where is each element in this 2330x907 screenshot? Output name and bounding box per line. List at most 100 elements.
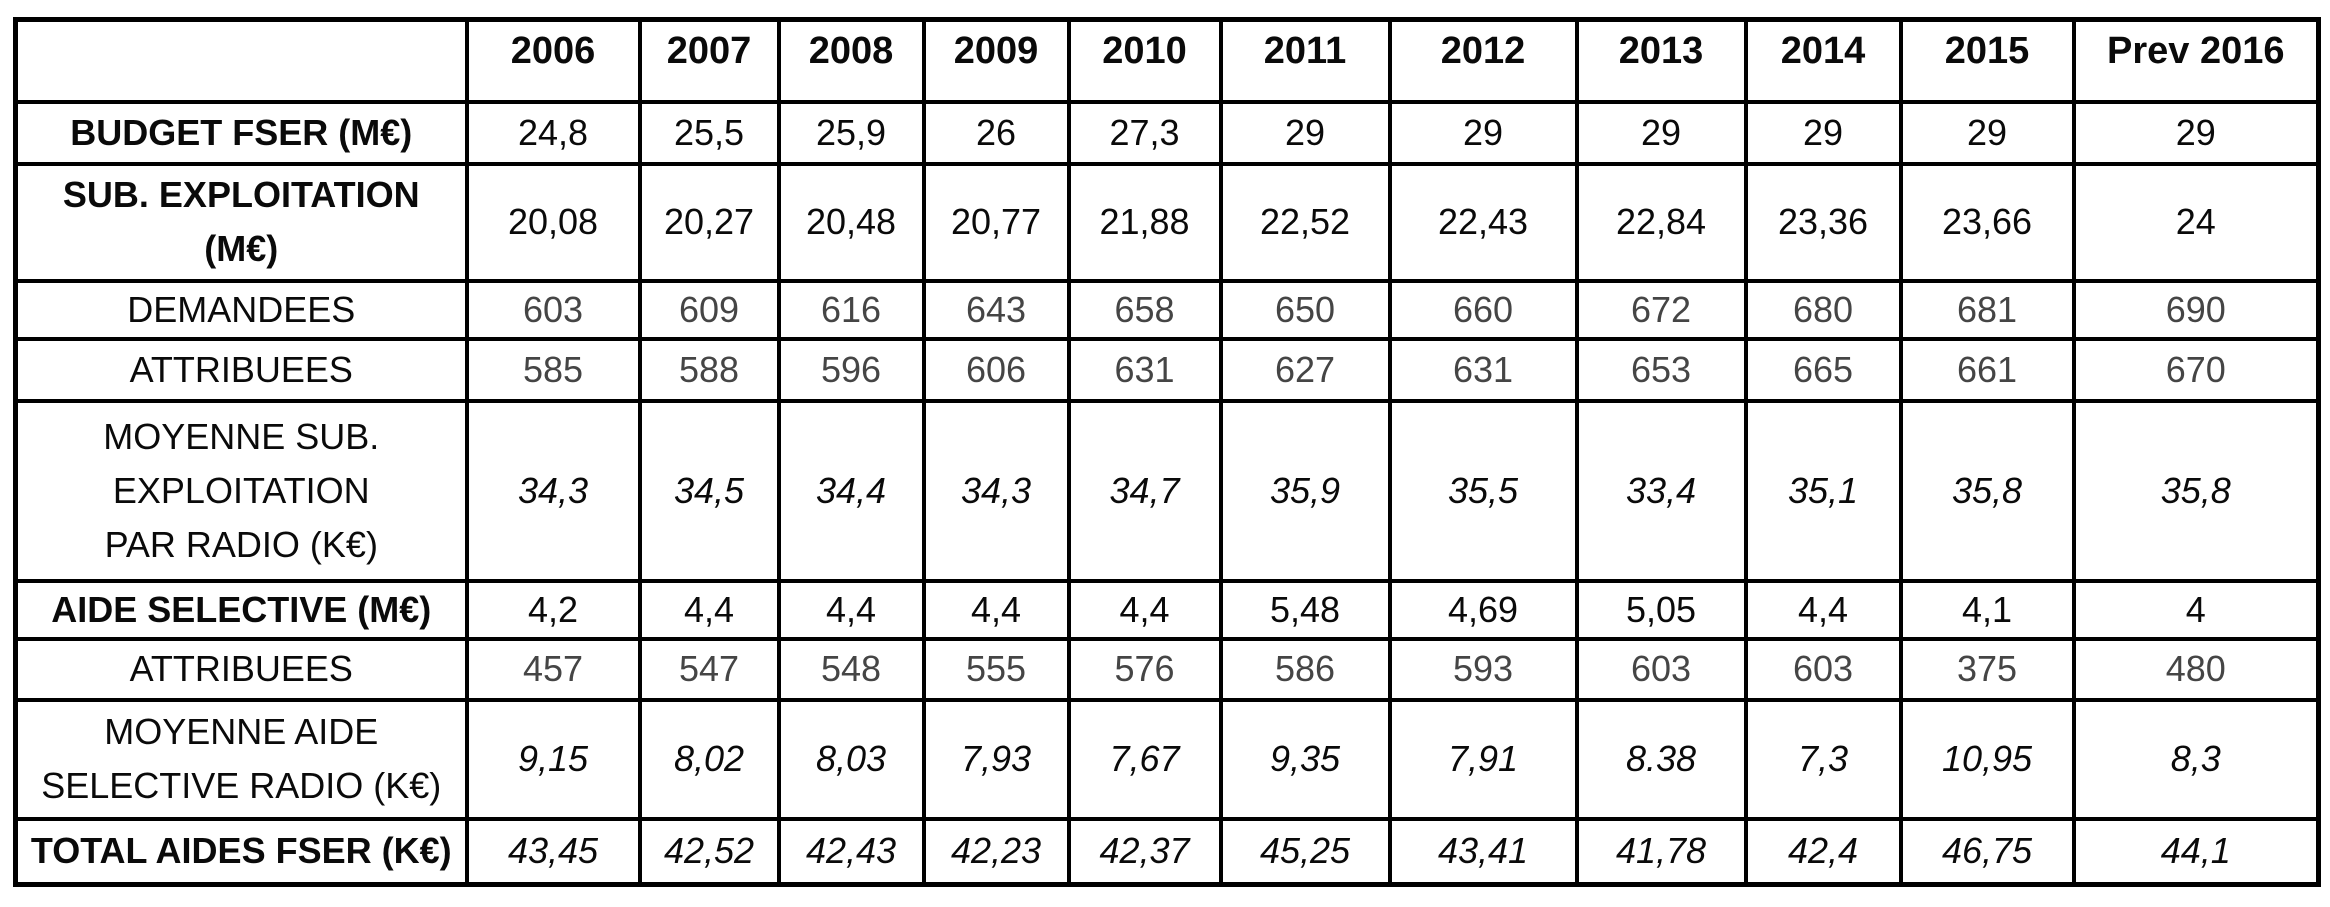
row-label-line: TOTAL AIDES FSER (K€)	[30, 830, 452, 872]
table-head: 2006 2007 2008 2009 2010 2011 2012 2013 2014 2015…	[13, 17, 2321, 104]
table-row: SUB. EXPLOITATION (M€) 20,08 20,27 20,48 20,7…	[13, 161, 2321, 283]
row-label: SUB. EXPLOITATION (M€)	[13, 161, 469, 283]
value-cell: 596	[776, 336, 926, 403]
fser-aid-table: 2006 2007 2008 2009 2010 2011 2012 2013 2014 2015…	[13, 17, 2321, 887]
year-column-header: 2015	[1898, 17, 2076, 104]
value-cell: 33,4	[1574, 398, 1748, 583]
corner-cell	[13, 17, 469, 104]
value-cell: 35,9	[1218, 398, 1392, 583]
value-cell: 4	[2071, 578, 2321, 641]
value-cell: 25,5	[637, 99, 781, 166]
value-cell: 21,88	[1066, 161, 1223, 283]
row-label: DEMANDEES	[13, 278, 469, 341]
value-cell: 22,84	[1574, 161, 1748, 283]
value-cell: 7,91	[1387, 697, 1579, 821]
value-cell: 8,03	[776, 697, 926, 821]
value-cell: 43,45	[464, 816, 642, 887]
value-cell: 24,8	[464, 99, 642, 166]
value-cell: 548	[776, 636, 926, 702]
value-cell: 42,43	[776, 816, 926, 887]
value-cell: 46,75	[1898, 816, 2076, 887]
value-cell: 4,4	[1066, 578, 1223, 641]
row-label: AIDE SELECTIVE (M€)	[13, 578, 469, 641]
table-row: TOTAL AIDES FSER (K€) 43,45 42,52 42,43 42,2…	[13, 816, 2321, 887]
table-row: DEMANDEES 603 609 616 643 658 650 660 672 680 681 6…	[13, 278, 2321, 341]
value-cell: 10,95	[1898, 697, 2076, 821]
value-cell: 22,43	[1387, 161, 1579, 283]
value-cell: 29	[1387, 99, 1579, 166]
value-cell: 8,3	[2071, 697, 2321, 821]
value-cell: 7,93	[921, 697, 1071, 821]
row-label-line: DEMANDEES	[127, 288, 356, 330]
value-cell: 35,8	[1898, 398, 2076, 583]
value-cell: 658	[1066, 278, 1223, 341]
row-label-line: ATTRIBUEES	[129, 348, 353, 390]
value-cell: 5,48	[1218, 578, 1392, 641]
value-cell: 631	[1387, 336, 1579, 403]
value-cell: 34,3	[921, 398, 1071, 583]
value-cell: 665	[1743, 336, 1903, 403]
year-column-header: 2014	[1743, 17, 1903, 104]
value-cell: 588	[637, 336, 781, 403]
row-label: BUDGET FSER (M€)	[13, 99, 469, 166]
row-label: MOYENNE AIDE SELECTIVE RADIO (K€)	[13, 697, 469, 821]
row-label-line: MOYENNE AIDE	[104, 711, 379, 752]
value-cell: 23,66	[1898, 161, 2076, 283]
row-label: ATTRIBUEES	[13, 636, 469, 702]
value-cell: 34,3	[464, 398, 642, 583]
value-cell: 9,35	[1218, 697, 1392, 821]
value-cell: 42,23	[921, 816, 1071, 887]
table-row: MOYENNE AIDE SELECTIVE RADIO (K€) 9,15 8,02…	[13, 697, 2321, 821]
row-label-line: EXPLOITATION	[112, 469, 370, 511]
value-cell: 660	[1387, 278, 1579, 341]
value-cell: 4,4	[776, 578, 926, 641]
header-row: 2006 2007 2008 2009 2010 2011 2012 2013 2014 2015…	[13, 17, 2321, 104]
value-cell: 603	[1574, 636, 1748, 702]
value-cell: 670	[2071, 336, 2321, 403]
row-label-line: (M€)	[204, 228, 279, 269]
value-cell: 7,3	[1743, 697, 1903, 821]
value-cell: 586	[1218, 636, 1392, 702]
table-row: ATTRIBUEES 585 588 596 606 631 627 631 653 665 661…	[13, 336, 2321, 403]
value-cell: 45,25	[1218, 816, 1392, 887]
value-cell: 585	[464, 336, 642, 403]
table-row: MOYENNE SUB. EXPLOITATION PAR RADIO (K€) 34…	[13, 398, 2321, 583]
value-cell: 34,5	[637, 398, 781, 583]
value-cell: 9,15	[464, 697, 642, 821]
value-cell: 22,52	[1218, 161, 1392, 283]
value-cell: 34,7	[1066, 398, 1223, 583]
value-cell: 42,52	[637, 816, 781, 887]
value-cell: 20,77	[921, 161, 1071, 283]
value-cell: 4,4	[637, 578, 781, 641]
value-cell: 672	[1574, 278, 1748, 341]
table-body: BUDGET FSER (M€) 24,8 25,5 25,9 26 27,3 29 29 29…	[13, 99, 2321, 887]
year-column-header: 2012	[1387, 17, 1579, 104]
row-label: MOYENNE SUB. EXPLOITATION PAR RADIO (K€)	[13, 398, 469, 583]
value-cell: 627	[1218, 336, 1392, 403]
value-cell: 29	[1218, 99, 1392, 166]
year-column-header: 2009	[921, 17, 1071, 104]
row-label-line: SUB. EXPLOITATION	[62, 174, 420, 215]
value-cell: 4,69	[1387, 578, 1579, 641]
value-cell: 375	[1898, 636, 2076, 702]
value-cell: 5,05	[1574, 578, 1748, 641]
year-column-header: 2013	[1574, 17, 1748, 104]
value-cell: 35,5	[1387, 398, 1579, 583]
value-cell: 4,1	[1898, 578, 2076, 641]
value-cell: 616	[776, 278, 926, 341]
value-cell: 43,41	[1387, 816, 1579, 887]
row-label: TOTAL AIDES FSER (K€)	[13, 816, 469, 887]
value-cell: 609	[637, 278, 781, 341]
row-label-line: AIDE SELECTIVE (M€)	[51, 588, 432, 630]
year-column-header: 2007	[637, 17, 781, 104]
table-row: AIDE SELECTIVE (M€) 4,2 4,4 4,4 4,4 4,4 5,48 4,…	[13, 578, 2321, 641]
value-cell: 23,36	[1743, 161, 1903, 283]
value-cell: 576	[1066, 636, 1223, 702]
value-cell: 20,08	[464, 161, 642, 283]
value-cell: 24	[2071, 161, 2321, 283]
row-label-line: ATTRIBUEES	[129, 648, 353, 689]
row-label-line: BUDGET FSER (M€)	[70, 111, 413, 153]
value-cell: 547	[637, 636, 781, 702]
value-cell: 603	[1743, 636, 1903, 702]
